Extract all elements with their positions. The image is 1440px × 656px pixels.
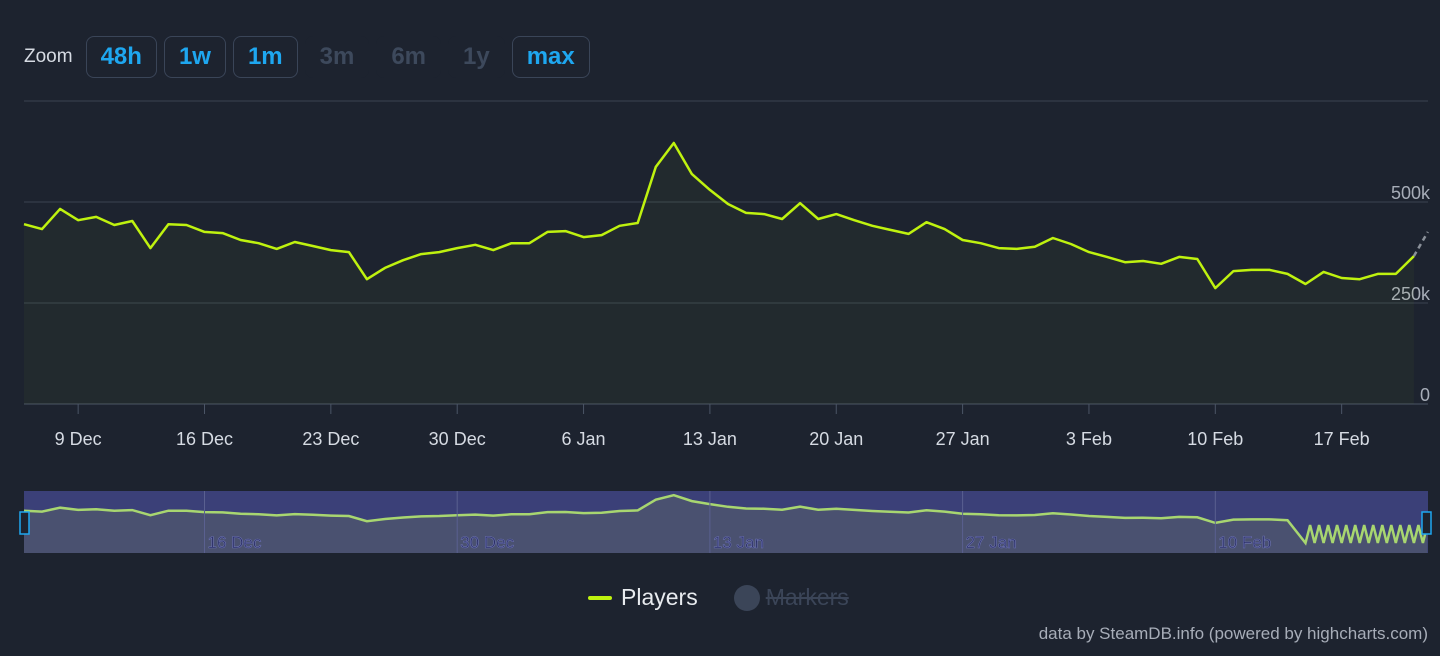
zoom-button-6m: 6m bbox=[376, 36, 442, 78]
x-tick-label: 30 Dec bbox=[429, 429, 486, 449]
incomplete-segment bbox=[1412, 231, 1429, 257]
chart-credits[interactable]: data by SteamDB.info (powered by highcha… bbox=[1038, 624, 1428, 643]
navigator-tick-label: 10 Feb bbox=[1218, 533, 1271, 552]
navigator-handle-left[interactable] bbox=[19, 511, 30, 535]
y-tick-label: 0 bbox=[1420, 385, 1430, 405]
x-tick-label: 13 Jan bbox=[683, 429, 737, 449]
x-tick-label: 10 Feb bbox=[1187, 429, 1243, 449]
navigator-tick-label: 16 Dec bbox=[208, 533, 262, 552]
markers-legend-swatch bbox=[733, 584, 760, 611]
x-tick-label: 20 Jan bbox=[809, 429, 863, 449]
legend-item-markers[interactable]: Markers bbox=[765, 584, 849, 610]
zoom-button-1w[interactable]: 1w bbox=[163, 36, 226, 78]
navigator-tick-label: 30 Dec bbox=[460, 533, 514, 552]
y-tick-label: 500k bbox=[1391, 183, 1431, 203]
x-tick-label: 27 Jan bbox=[936, 429, 990, 449]
zoom-button-48h[interactable]: 48h bbox=[85, 36, 157, 78]
zoom-button-1m[interactable]: 1m bbox=[232, 36, 298, 78]
players-area bbox=[24, 143, 1414, 404]
zoom-button-max[interactable]: max bbox=[511, 36, 590, 78]
x-tick-label: 9 Dec bbox=[55, 429, 102, 449]
navigator-tick-label: 27 Jan bbox=[966, 533, 1017, 552]
x-tick-label: 16 Dec bbox=[176, 429, 233, 449]
navigator-tick-label: 13 Jan bbox=[713, 533, 764, 552]
zoom-label: Zoom bbox=[24, 46, 73, 67]
x-tick-label: 17 Feb bbox=[1314, 429, 1370, 449]
x-tick-label: 23 Dec bbox=[302, 429, 359, 449]
navigator-line bbox=[23, 493, 1429, 546]
x-tick-label: 6 Jan bbox=[562, 429, 606, 449]
legend: Players Markers bbox=[588, 584, 849, 611]
y-tick-label: 250k bbox=[1391, 284, 1431, 304]
zoom-button-1y: 1y bbox=[448, 36, 505, 78]
zoom-button-3m: 3m bbox=[304, 36, 370, 78]
players-line bbox=[23, 141, 1415, 290]
navigator-area bbox=[24, 495, 1428, 553]
navigator-handle-right[interactable] bbox=[1421, 511, 1432, 535]
zoom-bar: Zoom 48h 1w 1m 3m 6m 1y max bbox=[24, 36, 590, 78]
legend-item-players[interactable]: Players bbox=[621, 584, 698, 610]
players-legend-swatch bbox=[588, 595, 612, 600]
x-tick-label: 3 Feb bbox=[1066, 429, 1112, 449]
